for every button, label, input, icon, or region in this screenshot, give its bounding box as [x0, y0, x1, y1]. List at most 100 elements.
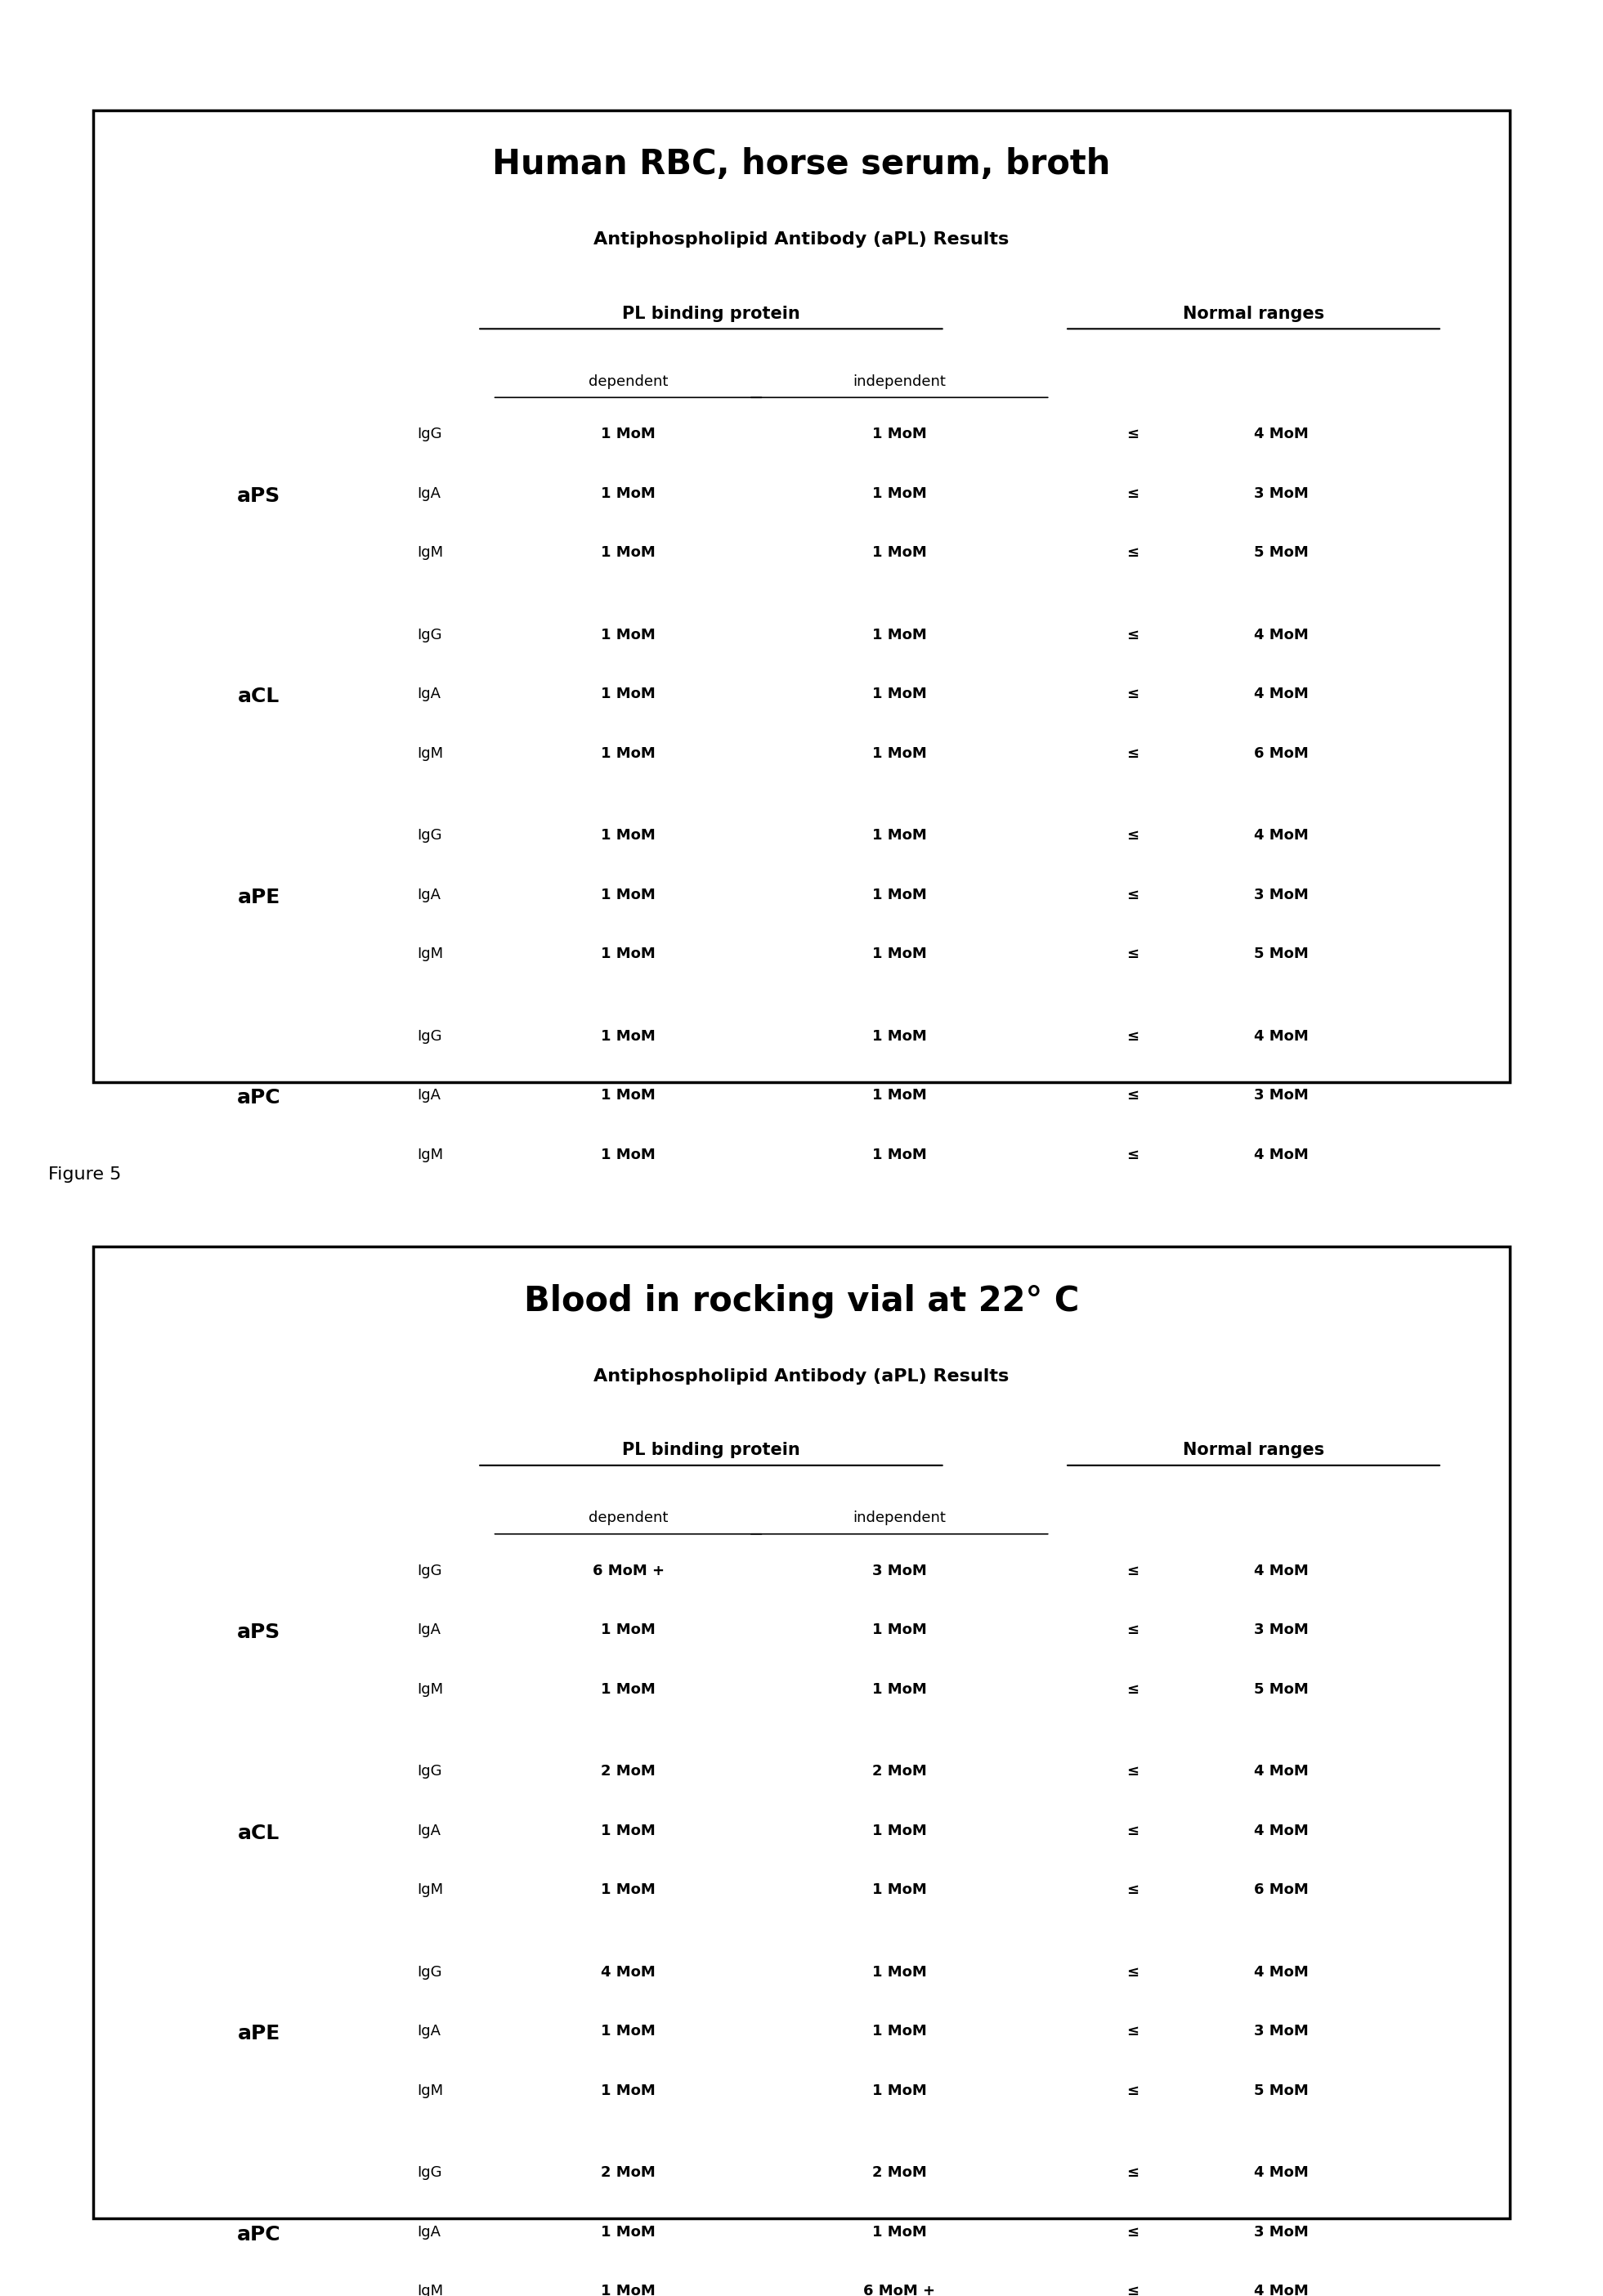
Text: IgM: IgM [417, 1148, 444, 1162]
Text: 1 MoM: 1 MoM [601, 1623, 656, 1637]
Text: IgG: IgG [417, 2165, 442, 2181]
Text: Normal ranges: Normal ranges [1183, 1442, 1324, 1458]
Text: Blood in rocking vial at 22° C: Blood in rocking vial at 22° C [524, 1283, 1079, 1318]
Text: 2 MoM: 2 MoM [601, 1763, 656, 1779]
Text: IgM: IgM [417, 546, 444, 560]
Text: IgM: IgM [417, 2285, 444, 2296]
Text: 5 MoM: 5 MoM [1254, 546, 1308, 560]
Text: ≤: ≤ [1127, 1623, 1140, 1637]
Text: 1 MoM: 1 MoM [601, 487, 656, 501]
Text: ≤: ≤ [1127, 1148, 1140, 1162]
Text: 3 MoM: 3 MoM [1254, 1088, 1308, 1102]
Text: 2 MoM: 2 MoM [601, 2165, 656, 2181]
Text: IgA: IgA [417, 487, 441, 501]
Text: Antiphospholipid Antibody (aPL) Results: Antiphospholipid Antibody (aPL) Results [593, 232, 1010, 248]
Text: 1 MoM: 1 MoM [872, 546, 927, 560]
Text: 4 MoM: 4 MoM [1254, 1763, 1308, 1779]
Text: 6 MoM +: 6 MoM + [864, 2285, 936, 2296]
Text: ≤: ≤ [1127, 1088, 1140, 1102]
Text: 1 MoM: 1 MoM [872, 1623, 927, 1637]
Text: 1 MoM: 1 MoM [872, 487, 927, 501]
Text: ≤: ≤ [1127, 746, 1140, 760]
Text: 1 MoM: 1 MoM [872, 889, 927, 902]
Text: 1 MoM: 1 MoM [872, 627, 927, 643]
Text: IgM: IgM [417, 946, 444, 962]
Text: IgG: IgG [417, 1965, 442, 1979]
Text: 1 MoM: 1 MoM [872, 687, 927, 703]
Text: IgG: IgG [417, 627, 442, 643]
Text: 1 MoM: 1 MoM [601, 2082, 656, 2099]
Text: independent: independent [853, 374, 946, 388]
Text: 4 MoM: 4 MoM [1254, 1029, 1308, 1045]
Text: 3 MoM: 3 MoM [872, 1564, 927, 1577]
FancyBboxPatch shape [93, 1247, 1510, 2218]
Text: 1 MoM: 1 MoM [601, 1088, 656, 1102]
Text: ≤: ≤ [1127, 487, 1140, 501]
Text: IgA: IgA [417, 889, 441, 902]
Text: IgM: IgM [417, 1683, 444, 1697]
Text: 1 MoM: 1 MoM [601, 2285, 656, 2296]
Text: 1 MoM: 1 MoM [872, 1088, 927, 1102]
Text: ≤: ≤ [1127, 2025, 1140, 2039]
Text: 3 MoM: 3 MoM [1254, 487, 1308, 501]
Text: 1 MoM: 1 MoM [872, 1823, 927, 1839]
Text: 1 MoM: 1 MoM [872, 829, 927, 843]
Text: IgA: IgA [417, 1623, 441, 1637]
Text: 1 MoM: 1 MoM [872, 1148, 927, 1162]
Text: ≤: ≤ [1127, 427, 1140, 441]
Text: 1 MoM: 1 MoM [601, 427, 656, 441]
Text: PL binding protein: PL binding protein [622, 1442, 800, 1458]
Text: aPS: aPS [237, 487, 281, 505]
Text: 1 MoM: 1 MoM [601, 546, 656, 560]
Text: 1 MoM: 1 MoM [601, 1823, 656, 1839]
Text: Antiphospholipid Antibody (aPL) Results: Antiphospholipid Antibody (aPL) Results [593, 1368, 1010, 1384]
Text: ≤: ≤ [1127, 546, 1140, 560]
Text: Figure 5: Figure 5 [48, 1166, 122, 1182]
Text: 3 MoM: 3 MoM [1254, 2225, 1308, 2239]
Text: IgG: IgG [417, 1564, 442, 1577]
Text: ≤: ≤ [1127, 1883, 1140, 1896]
Text: 4 MoM: 4 MoM [1254, 2285, 1308, 2296]
Text: dependent: dependent [588, 374, 668, 388]
Text: 1 MoM: 1 MoM [601, 2225, 656, 2239]
Text: 4 MoM: 4 MoM [1254, 627, 1308, 643]
Text: 4 MoM: 4 MoM [1254, 1564, 1308, 1577]
Text: 1 MoM: 1 MoM [872, 427, 927, 441]
Text: aPE: aPE [237, 889, 281, 907]
Text: Normal ranges: Normal ranges [1183, 305, 1324, 321]
Text: aCL: aCL [239, 1823, 281, 1844]
Text: 6 MoM: 6 MoM [1254, 746, 1308, 760]
Text: 1 MoM: 1 MoM [601, 746, 656, 760]
Text: IgG: IgG [417, 1763, 442, 1779]
Text: ≤: ≤ [1127, 1823, 1140, 1839]
Text: 4 MoM: 4 MoM [1254, 1965, 1308, 1979]
Text: aPE: aPE [237, 2025, 281, 2043]
Text: 1 MoM: 1 MoM [872, 1883, 927, 1896]
Text: 1 MoM: 1 MoM [601, 2025, 656, 2039]
Text: independent: independent [853, 1511, 946, 1525]
Text: 3 MoM: 3 MoM [1254, 2025, 1308, 2039]
Text: ≤: ≤ [1127, 1763, 1140, 1779]
Text: IgG: IgG [417, 1029, 442, 1045]
Text: 4 MoM: 4 MoM [1254, 427, 1308, 441]
Text: IgM: IgM [417, 1883, 444, 1896]
Text: aPS: aPS [237, 1623, 281, 1642]
Text: 4 MoM: 4 MoM [601, 1965, 656, 1979]
Text: ≤: ≤ [1127, 829, 1140, 843]
Text: 1 MoM: 1 MoM [601, 1683, 656, 1697]
Text: 1 MoM: 1 MoM [872, 2225, 927, 2239]
Text: 4 MoM: 4 MoM [1254, 829, 1308, 843]
Text: Human RBC, horse serum, broth: Human RBC, horse serum, broth [492, 147, 1111, 181]
Text: IgA: IgA [417, 687, 441, 703]
Text: ≤: ≤ [1127, 946, 1140, 962]
Text: ≤: ≤ [1127, 2082, 1140, 2099]
Text: ≤: ≤ [1127, 627, 1140, 643]
Text: 1 MoM: 1 MoM [872, 1683, 927, 1697]
Text: IgA: IgA [417, 1823, 441, 1839]
Text: 1 MoM: 1 MoM [872, 946, 927, 962]
Text: aPC: aPC [237, 2225, 281, 2245]
Text: IgA: IgA [417, 2025, 441, 2039]
Text: PL binding protein: PL binding protein [622, 305, 800, 321]
Text: 4 MoM: 4 MoM [1254, 1823, 1308, 1839]
Text: 5 MoM: 5 MoM [1254, 1683, 1308, 1697]
